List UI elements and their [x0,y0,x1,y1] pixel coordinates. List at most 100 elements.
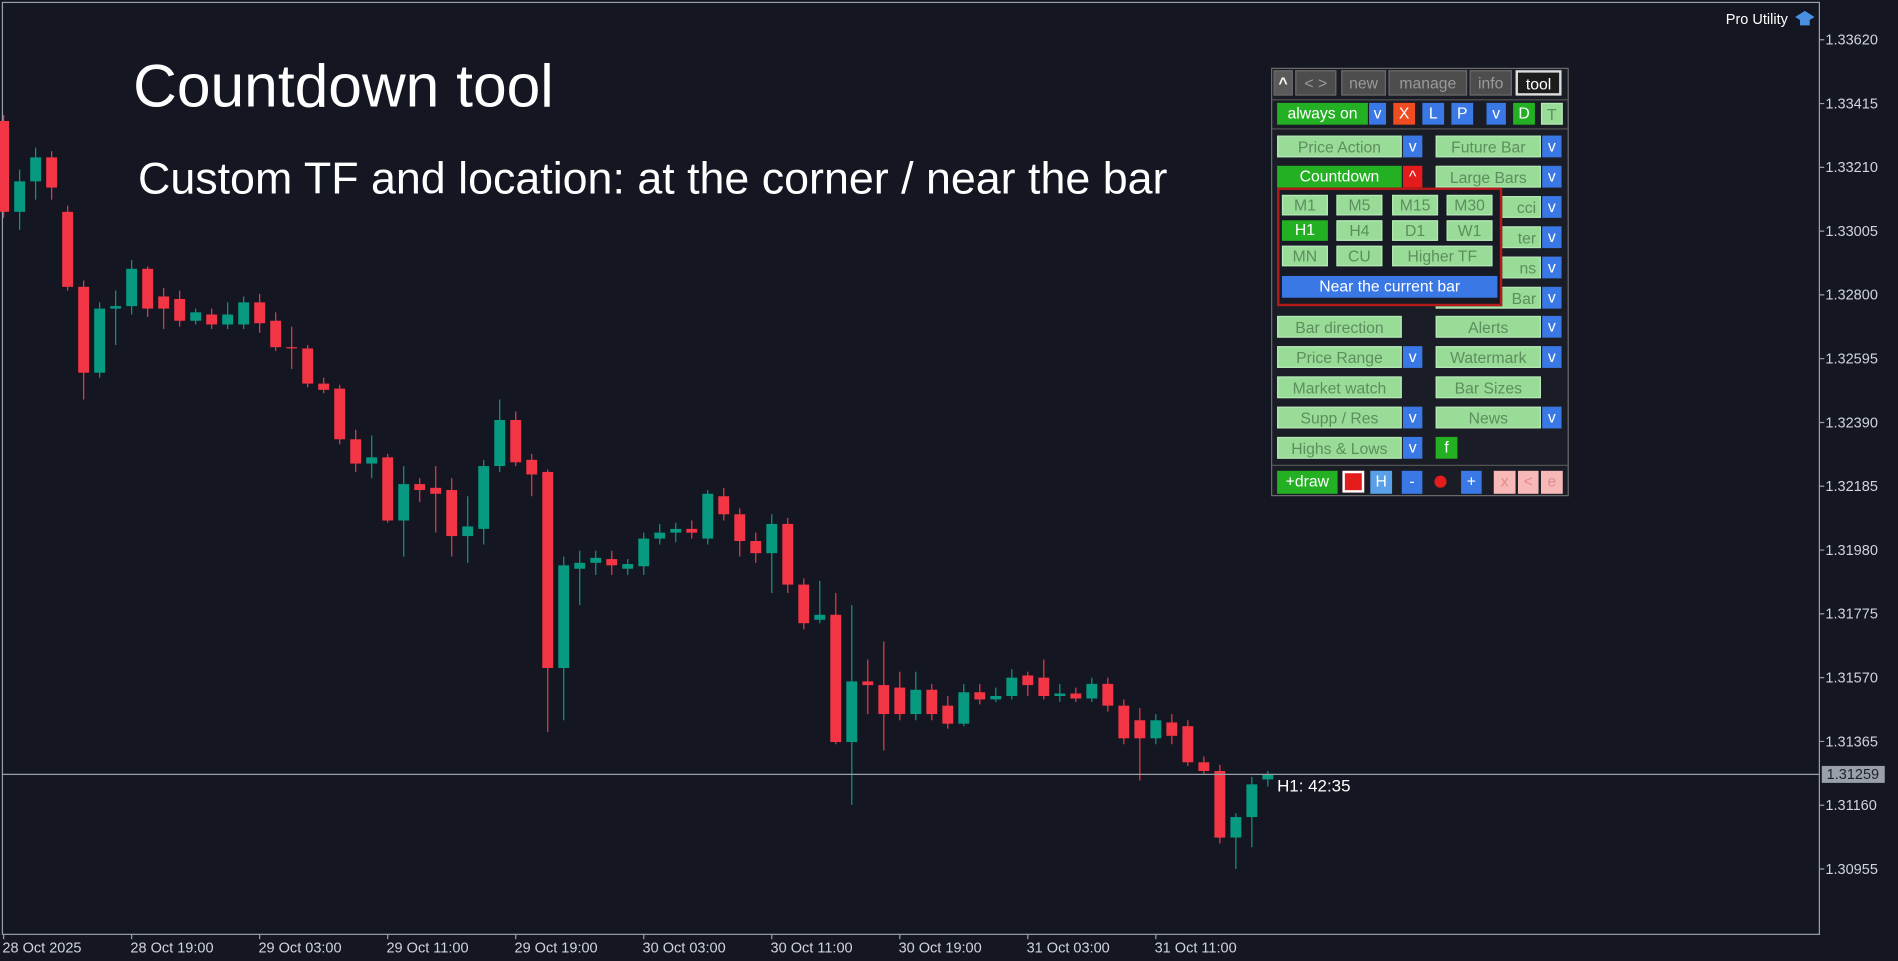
y-tick-label: 1.32595 [1825,352,1877,368]
button[interactable]: Price Range [1277,346,1402,369]
button[interactable]: News [1435,406,1541,429]
candle-body [990,696,1002,700]
button[interactable]: X [1393,102,1416,125]
button[interactable]: v [1369,102,1387,125]
tab[interactable]: tool [1515,70,1562,96]
candle-body [686,528,698,533]
button[interactable]: Large Bars [1435,165,1541,188]
candle-body [734,514,746,542]
button[interactable]: H1 [1281,220,1328,241]
button[interactable]: v [1402,346,1423,369]
candle-body [398,484,410,521]
button[interactable]: Alerts [1435,316,1541,339]
y-tick-label: 1.31365 [1825,734,1877,750]
x-tick-label: 31 Oct 11:00 [1155,941,1237,957]
button[interactable]: v [1402,406,1423,429]
button[interactable]: Higher TF [1392,245,1493,267]
candle-body [62,211,74,287]
tab[interactable]: manage [1388,70,1468,96]
button[interactable]: MN [1281,245,1328,267]
candle-body [670,528,682,533]
button[interactable]: - [1401,470,1423,494]
tab[interactable]: new [1341,70,1387,96]
button[interactable]: Supp / Res [1277,406,1402,429]
candle-body [606,559,618,566]
button[interactable]: H [1370,470,1393,494]
button[interactable]: D1 [1392,220,1439,241]
button[interactable]: Near the current bar [1281,275,1498,298]
tab[interactable]: < > [1295,70,1337,96]
color-swatch[interactable] [1342,470,1365,493]
candle-body [110,306,122,309]
candle-body [846,681,858,743]
button[interactable]: W1 [1446,220,1493,241]
color-dot[interactable] [1434,475,1447,488]
x-tick-label: 30 Oct 11:00 [771,941,853,957]
y-tick-label: 1.31160 [1825,798,1876,814]
candle-body [1102,683,1114,706]
y-tick-label: 1.33005 [1825,224,1877,240]
button[interactable]: v [1542,316,1562,339]
button[interactable]: Watermark [1435,346,1541,369]
button[interactable]: v [1542,286,1562,309]
button[interactable]: Countdown [1277,165,1402,188]
button[interactable]: v [1486,102,1506,125]
button[interactable]: M1 [1281,194,1328,216]
button[interactable]: v [1402,436,1423,459]
button[interactable]: M5 [1336,194,1383,216]
button[interactable]: T [1540,102,1563,125]
candle-body [958,692,970,724]
x-tick-label: 31 Oct 03:00 [1027,941,1110,957]
button[interactable]: Market watch [1277,376,1402,399]
button[interactable]: +draw [1277,470,1338,494]
button[interactable]: v [1542,165,1562,188]
button[interactable]: v [1542,256,1562,278]
button[interactable]: Future Bar [1435,135,1541,158]
candle-body [142,268,154,309]
button[interactable]: Bar Sizes [1435,376,1541,399]
candle-body [862,681,874,686]
button[interactable]: v [1542,195,1562,218]
candle-body [158,296,170,309]
button[interactable]: x [1493,470,1516,494]
y-tick-label: 1.33210 [1825,160,1877,176]
candle-body [1246,784,1258,818]
tab[interactable]: info [1469,70,1512,96]
button[interactable]: H4 [1336,220,1383,241]
button[interactable]: M30 [1446,194,1493,216]
candle-body [942,705,954,724]
button[interactable]: < [1517,470,1539,494]
button[interactable]: f [1435,436,1458,459]
candle-body [702,493,714,539]
button[interactable]: v [1542,135,1562,158]
button[interactable]: CU [1336,245,1383,267]
candle-body [302,348,314,384]
button[interactable]: D [1513,102,1535,125]
button[interactable]: Price Action [1277,135,1402,158]
button[interactable]: P [1451,102,1474,125]
candle-body [766,523,778,554]
button[interactable]: v [1542,225,1562,248]
cap-icon [1795,10,1815,26]
y-tick-label: 1.32390 [1825,415,1877,431]
button[interactable]: always on [1277,102,1368,125]
button[interactable]: v [1402,135,1423,158]
candle-body [526,459,538,475]
button[interactable]: + [1461,470,1482,494]
button[interactable]: e [1540,470,1563,494]
button[interactable]: ^ [1402,165,1423,188]
candle-body [430,487,442,494]
button[interactable]: v [1542,406,1562,429]
tab[interactable]: ^ [1273,70,1293,96]
button[interactable]: M15 [1392,194,1439,216]
button[interactable]: Bar direction [1277,316,1402,339]
title: Countdown tool [133,52,554,120]
button[interactable]: v [1542,346,1562,369]
button[interactable]: L [1422,102,1445,125]
button[interactable]: Highs & Lows [1277,436,1402,459]
candle-body [46,157,58,188]
y-tick-label: 1.30955 [1825,862,1877,878]
candle-body [798,584,810,624]
